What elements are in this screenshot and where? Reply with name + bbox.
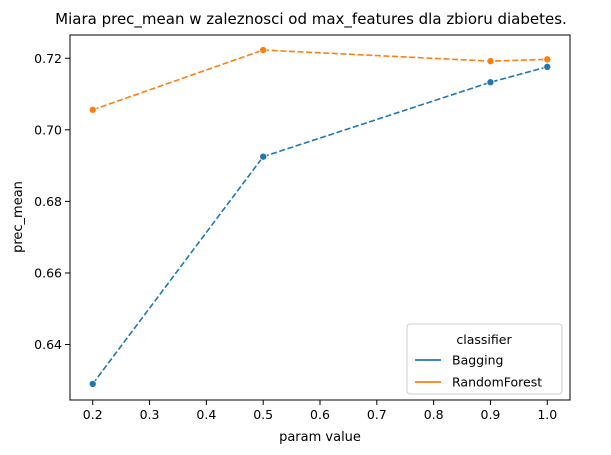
x-tick-label: 0.7	[367, 407, 387, 422]
data-point-randomforest	[486, 57, 495, 66]
x-tick-label: 0.3	[140, 407, 160, 422]
x-axis: 0.2 0.3 0.4 0.5 0.6 0.7 0.8 0.9 1.0	[83, 400, 557, 422]
x-tick-label: 0.6	[310, 407, 330, 422]
data-point-bagging	[88, 379, 97, 388]
legend-label-randomforest: RandomForest	[452, 375, 542, 390]
y-tick-label: 0.72	[34, 51, 62, 66]
x-tick-label: 0.5	[253, 407, 273, 422]
y-axis: 0.64 0.66 0.68 0.70 0.72	[34, 51, 70, 352]
legend-label-bagging: Bagging	[452, 353, 503, 368]
y-tick-label: 0.66	[34, 265, 62, 280]
data-point-randomforest	[259, 46, 268, 55]
x-tick-label: 0.2	[83, 407, 103, 422]
y-tick-label: 0.64	[34, 337, 62, 352]
x-tick-label: 1.0	[537, 407, 557, 422]
series-layer	[88, 46, 552, 388]
data-point-bagging	[486, 78, 495, 87]
x-axis-label: param value	[279, 430, 361, 445]
series-line-bagging	[92, 66, 548, 385]
x-tick-label: 0.9	[481, 407, 501, 422]
plot-area: 0.2 0.3 0.4 0.5 0.6 0.7 0.8 0.9 1.0 0.64 0.66 0.68…	[34, 34, 571, 422]
y-tick-label: 0.68	[34, 194, 62, 209]
legend-items: Bagging RandomForest	[415, 353, 542, 390]
legend-title: classifier	[456, 332, 512, 347]
legend: classifier Bagging RandomForest	[406, 323, 563, 395]
legend-box	[406, 323, 563, 395]
data-point-bagging	[543, 62, 552, 71]
data-point-randomforest	[543, 55, 552, 64]
y-axis-label: prec_mean	[11, 181, 26, 253]
chart-title: Miara prec_mean w zaleznosci od max_feat…	[55, 10, 567, 29]
series-line-randomforest	[92, 49, 548, 111]
x-tick-label: 0.8	[424, 407, 444, 422]
x-tick-label: 0.4	[196, 407, 216, 422]
y-tick-label: 0.70	[34, 122, 62, 137]
data-point-randomforest	[88, 105, 97, 114]
data-point-bagging	[259, 152, 268, 161]
